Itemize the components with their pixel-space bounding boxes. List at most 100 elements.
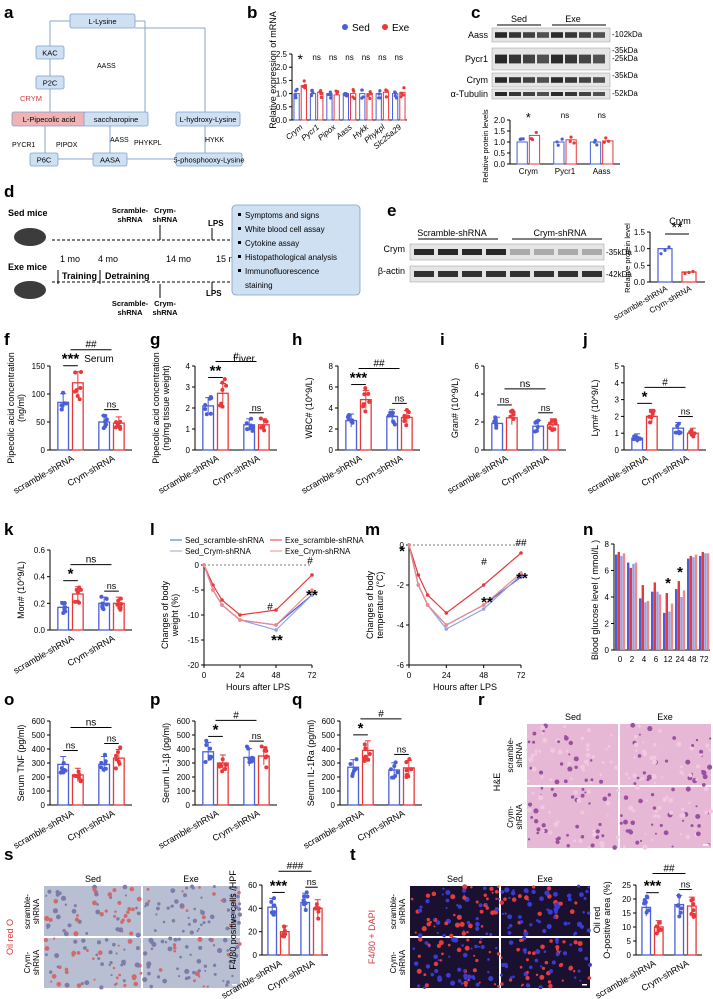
micrograph-feature xyxy=(173,937,178,942)
y-tick-label: 1.0 xyxy=(634,245,646,254)
saccharopine-label: saccharopine xyxy=(94,115,139,124)
micrograph-feature xyxy=(664,759,669,763)
micrograph-feature xyxy=(542,730,545,733)
micrograph-feature xyxy=(149,984,154,989)
micrograph-feature xyxy=(531,951,536,956)
bullet xyxy=(238,269,241,272)
micrograph-feature xyxy=(104,938,109,942)
y-axis-title: Oil red xyxy=(592,907,602,934)
micrograph-feature xyxy=(112,966,116,970)
micrograph-feature xyxy=(127,907,132,911)
data-point xyxy=(352,89,356,93)
micrograph-feature xyxy=(56,965,60,969)
micrograph-feature xyxy=(424,941,429,945)
data-point xyxy=(492,419,497,424)
row-label: shRNA xyxy=(515,742,524,768)
data-point xyxy=(534,428,539,433)
kda-marker: -35kDa xyxy=(606,248,632,257)
panel-letter-s: s xyxy=(4,845,13,864)
micrograph-feature xyxy=(162,978,168,984)
data-point xyxy=(511,410,516,415)
micrograph-feature xyxy=(413,961,419,966)
micrograph-feature xyxy=(480,944,485,950)
micrograph-feature xyxy=(225,926,230,931)
y-tick-label: -2 xyxy=(397,581,405,590)
data-point xyxy=(247,760,252,765)
data-point xyxy=(363,386,368,391)
micrograph-feature xyxy=(454,922,461,928)
micrograph-feature xyxy=(685,834,691,839)
data-point xyxy=(362,742,367,747)
micrograph-feature xyxy=(81,938,86,943)
data-point xyxy=(319,95,323,100)
x-tick-label: scramble-shRNA xyxy=(300,453,364,496)
micrograph-feature xyxy=(466,920,471,925)
blot-band xyxy=(510,271,530,277)
micrograph-feature xyxy=(495,897,498,900)
data-point xyxy=(310,588,314,592)
micrograph-feature xyxy=(519,920,524,924)
y-tick-label: -6 xyxy=(397,661,405,670)
x-tick-label: 24 xyxy=(442,671,451,680)
assay-box xyxy=(231,204,361,296)
data-point xyxy=(119,602,124,607)
y-axis-title: O-positive area (%) xyxy=(602,881,612,959)
micrograph-feature xyxy=(423,986,426,989)
micrograph-feature xyxy=(646,778,650,782)
assay-item: Symptoms and signs xyxy=(245,211,319,220)
y-tick-label: 2 xyxy=(615,412,620,421)
sig-label: * xyxy=(526,110,531,125)
micrograph-feature xyxy=(164,941,168,944)
phosphooxy-lysine-label: 5-phosphooxy-Lysine xyxy=(173,156,244,165)
micrograph-feature xyxy=(179,955,182,959)
micrograph-feature xyxy=(638,798,643,804)
data-point xyxy=(209,754,214,759)
micrograph-feature xyxy=(562,951,568,956)
data-point xyxy=(60,403,65,408)
micrograph-feature xyxy=(470,947,473,950)
data-point xyxy=(606,139,611,143)
micrograph-feature xyxy=(516,947,520,952)
micrograph-feature xyxy=(487,958,490,961)
data-point xyxy=(61,390,66,395)
micrograph-feature xyxy=(109,961,113,965)
panel-letter-b: b xyxy=(247,3,257,22)
micrograph-feature xyxy=(198,886,201,889)
stain-label: F4/80 + DAPI xyxy=(367,910,377,964)
micrograph-feature xyxy=(557,740,561,744)
sig-label: ns xyxy=(395,53,403,62)
micrograph-feature xyxy=(204,969,207,972)
data-point xyxy=(568,139,572,144)
y-tick-label: 100 xyxy=(322,787,336,796)
data-point xyxy=(350,773,355,778)
data-point xyxy=(116,759,121,764)
chart-l: -20 -15 -10 -5 0 Changes of body weight (%) 0 24… xyxy=(160,536,364,692)
micrograph-feature xyxy=(174,899,179,904)
blot-band xyxy=(523,32,535,38)
sig-label: * xyxy=(68,566,74,583)
micrograph-feature xyxy=(496,885,500,889)
data-point xyxy=(508,414,513,419)
micrograph-feature xyxy=(558,963,563,968)
micrograph-feature xyxy=(47,889,52,894)
data-point xyxy=(301,894,306,899)
micrograph-feature xyxy=(497,897,500,901)
lps-bot: LPS xyxy=(206,289,222,298)
blot-row-label: Pycr1 xyxy=(465,54,488,64)
micrograph-feature xyxy=(647,725,653,732)
micrograph-feature xyxy=(472,968,477,973)
data-point xyxy=(314,902,319,907)
data-point xyxy=(648,409,653,414)
micrograph-feature xyxy=(579,979,582,982)
micrograph-feature xyxy=(654,809,658,814)
blot-band xyxy=(509,77,521,83)
row-label: shRNA xyxy=(398,949,407,975)
western-blot-e: Scramble-shRNA Crym-shRNA Crym β-actin -35kD… xyxy=(378,228,632,283)
micrograph-feature xyxy=(536,827,541,832)
micrograph-feature xyxy=(530,753,535,758)
micrograph-feature xyxy=(577,884,581,888)
micrograph-feature xyxy=(135,946,140,951)
micrograph-feature xyxy=(110,974,113,977)
x-tick-label: 6 xyxy=(654,655,659,664)
data-point xyxy=(220,769,225,774)
